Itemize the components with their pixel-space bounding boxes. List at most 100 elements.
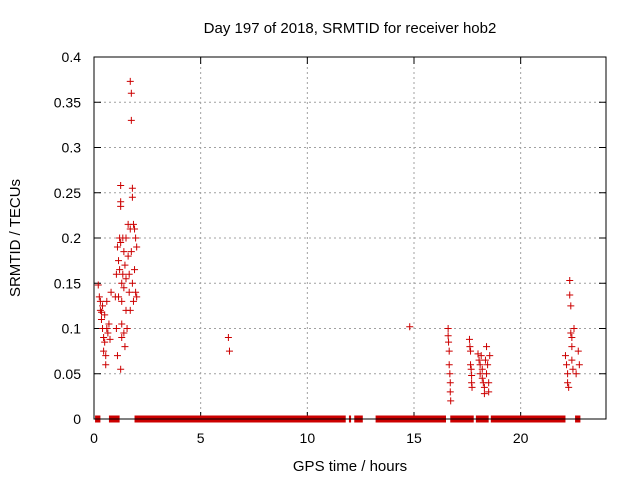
data-point-marker [99,302,107,310]
data-point-marker [574,347,582,355]
data-point-marker [224,334,232,342]
data-point-marker [100,334,108,342]
data-point-marker [95,293,103,301]
data-point-marker [105,320,113,328]
data-point-marker [129,220,137,228]
data-point-marker [100,347,108,355]
plot-frame [93,56,607,420]
data-point-marker [475,356,483,364]
data-point-marker [129,297,137,305]
data-point-marker [122,234,130,242]
data-point-marker [466,343,474,351]
data-points [94,77,583,405]
data-point-marker [102,352,110,360]
data-point-marker [476,370,484,378]
data-point-marker [128,184,136,192]
y-tick-label: 0.2 [62,230,82,246]
chart-title: Day 197 of 2018, SRMTID for receiver hob… [204,20,497,37]
data-point-marker [117,239,125,247]
data-point-marker [486,352,494,360]
x-tick-label: 10 [300,430,316,446]
data-point-marker [106,335,114,343]
data-point-marker [445,361,453,369]
data-point-marker [124,252,132,260]
data-point-marker [101,311,109,319]
data-point-marker [474,350,482,358]
data-point-marker [468,372,476,380]
data-point-marker [122,275,130,283]
data-point-marker [119,270,127,278]
data-point-marker [566,277,574,285]
data-point-marker [444,332,452,340]
data-point-marker [127,248,135,256]
x-axis-title: GPS time / hours [293,458,407,475]
data-point-marker [115,257,123,265]
data-point-marker [118,279,126,287]
data-point-marker [117,365,125,373]
data-point-marker [446,379,454,387]
data-point-marker [476,361,484,369]
y-tick-label: 0.35 [54,94,81,110]
data-point-marker [120,284,128,292]
data-point-marker [575,361,583,369]
data-point-marker [481,356,489,364]
data-point-marker [447,397,455,405]
data-point-marker [477,352,485,360]
data-point-marker [564,370,572,378]
data-point-marker [468,383,476,391]
y-tick-label: 0.15 [54,275,81,291]
data-point-marker [564,379,572,387]
data-point-marker [225,347,233,355]
grid-lines [94,57,606,419]
data-point-marker [125,270,133,278]
data-point-marker [103,325,111,332]
data-point-marker [446,370,454,378]
data-point-marker [132,234,140,242]
data-point-marker [445,347,453,355]
data-point-marker [96,306,104,314]
data-point-marker [570,325,578,332]
y-tick-label: 0.1 [62,321,82,337]
data-point-marker [115,293,123,301]
data-point-marker [117,202,125,210]
data-point-marker [445,338,453,346]
data-point-marker [572,370,580,378]
data-point-marker [568,334,576,342]
data-point-marker [483,370,491,378]
data-point-marker [102,361,110,369]
data-point-marker [112,325,120,332]
data-point-marker [131,225,139,233]
y-axis-title: SRMTID / TECUs [7,179,24,297]
data-point-marker [467,347,475,355]
data-point-marker [118,320,126,328]
data-point-marker [480,390,488,398]
data-point-marker [96,297,104,305]
data-point-marker [121,261,129,269]
data-point-marker [126,306,134,314]
data-point-marker [131,266,139,274]
data-point-marker [125,288,133,296]
y-tick-label: 0.05 [54,366,81,382]
data-point-marker [467,365,475,373]
y-tick-label: 0.3 [62,140,82,156]
x-tick-label: 5 [197,430,205,446]
data-point-marker [133,293,141,301]
x-tick-label: 20 [513,430,529,446]
data-point-marker [444,325,452,332]
data-point-marker [120,329,128,337]
data-point-marker [120,248,128,256]
y-tick-label: 0.4 [62,49,82,65]
data-point-marker [112,270,120,278]
data-point-marker [569,365,577,373]
y-tick-label: 0.25 [54,185,81,201]
data-point-marker [126,77,134,85]
data-point-marker [127,89,135,97]
data-point-marker [101,338,109,346]
data-point-marker [483,343,491,351]
data-point-marker [107,288,115,296]
data-point-marker [406,323,414,331]
y-tick-label: 0 [73,411,81,427]
data-point-marker [567,329,575,337]
data-point-marker [104,329,112,337]
data-point-marker [567,302,575,310]
